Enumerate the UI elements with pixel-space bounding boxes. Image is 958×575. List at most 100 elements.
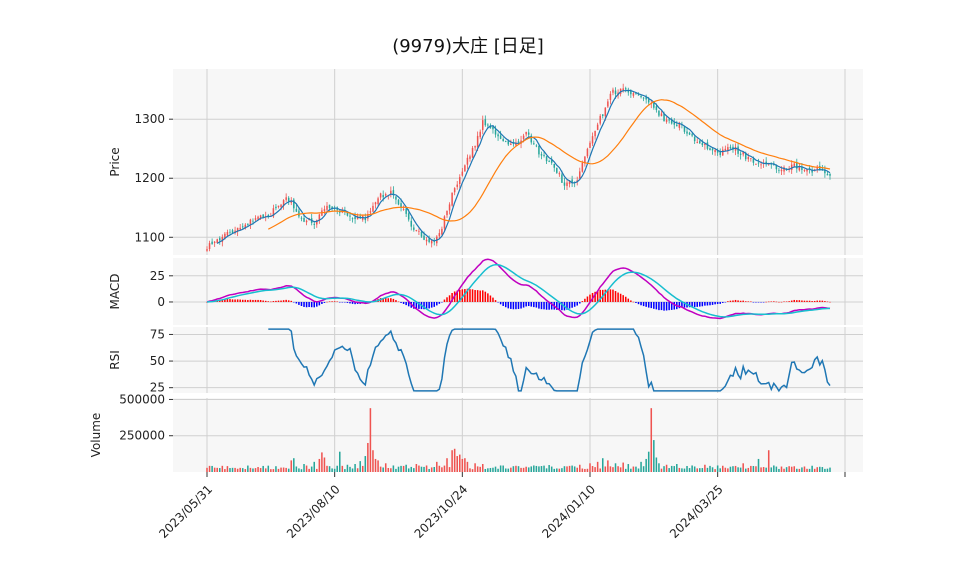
candle-body xyxy=(709,148,711,151)
volume-bar xyxy=(561,468,563,472)
volume-bar xyxy=(502,465,504,472)
volume-bar xyxy=(497,468,499,472)
candle-body xyxy=(221,236,224,242)
candle-body xyxy=(714,149,716,153)
macd-histogram-bar xyxy=(459,289,461,302)
candle-body xyxy=(767,163,770,165)
macd-histogram-bar xyxy=(785,301,788,302)
volume-bar xyxy=(300,469,303,472)
candle-body xyxy=(586,148,589,157)
macd-histogram-bar xyxy=(290,300,293,302)
candle-body xyxy=(826,174,829,176)
macd-histogram-bar xyxy=(765,301,767,303)
volume-bar xyxy=(686,465,688,472)
macd-histogram-bar xyxy=(566,301,568,310)
macd-histogram-bar xyxy=(282,300,285,302)
macd-histogram-bar xyxy=(326,301,328,303)
candle-body xyxy=(824,169,826,174)
candle-body xyxy=(701,142,704,146)
volume-bar xyxy=(382,467,384,472)
candle-body xyxy=(293,199,295,209)
macd-histogram-bar xyxy=(586,296,589,302)
volume-bar xyxy=(367,442,369,472)
macd-histogram-bar xyxy=(287,300,290,302)
volume-bar xyxy=(701,468,704,472)
candle-body xyxy=(584,156,586,164)
macd-histogram-bar xyxy=(811,301,813,302)
candle-body xyxy=(254,218,257,220)
volume-bar xyxy=(224,469,226,472)
volume-bar xyxy=(826,468,829,472)
macd-histogram-bar xyxy=(798,300,801,302)
candle-body xyxy=(418,230,420,232)
candle-body xyxy=(556,167,558,173)
volume-bar xyxy=(785,467,788,472)
candle-body xyxy=(793,163,796,166)
macd-histogram-bar xyxy=(249,299,252,302)
macd-histogram-bar xyxy=(637,301,640,305)
macd-histogram-bar xyxy=(778,301,780,303)
candle-body xyxy=(624,88,627,90)
candle-body xyxy=(390,190,392,194)
macd-histogram-bar xyxy=(382,298,384,302)
macd-histogram-bar xyxy=(351,301,354,304)
volume-bar xyxy=(456,456,458,472)
candle-body xyxy=(397,199,400,205)
rsi-ytick-label: 25 xyxy=(150,381,165,395)
volume-bar xyxy=(681,468,683,472)
macd-histogram-bar xyxy=(711,301,714,305)
volume-bar xyxy=(752,466,755,472)
candle-body xyxy=(790,164,793,170)
macd-histogram-bar xyxy=(573,301,576,307)
candle-body xyxy=(630,90,632,95)
volume-bar xyxy=(630,468,632,472)
volume-bar xyxy=(254,468,257,472)
candle-body xyxy=(282,200,285,206)
candle-body xyxy=(571,179,573,184)
candle-body xyxy=(275,206,277,209)
candle-body xyxy=(589,142,591,149)
candle-body xyxy=(226,232,229,236)
macd-histogram-bar xyxy=(716,301,719,305)
candle-body xyxy=(579,171,581,179)
volume-bar xyxy=(808,468,811,472)
volume-bar xyxy=(346,464,349,472)
macd-histogram-bar xyxy=(816,300,818,302)
candle-body xyxy=(530,135,533,143)
volume-bar xyxy=(665,464,668,472)
volume-bar xyxy=(635,466,637,472)
candle-body xyxy=(476,135,479,148)
volume-bar xyxy=(719,468,721,472)
candle-body xyxy=(609,93,612,100)
candle-body xyxy=(492,126,494,130)
volume-bar xyxy=(410,466,413,472)
volume-bar xyxy=(607,460,609,472)
candle-body xyxy=(372,205,374,212)
volume-bar xyxy=(272,469,275,472)
macd-histogram-bar xyxy=(783,301,785,302)
volume-bar xyxy=(216,467,218,472)
candle-body xyxy=(778,169,780,171)
volume-bar xyxy=(658,463,660,472)
macd-histogram-bar xyxy=(525,301,527,307)
macd-histogram-bar xyxy=(425,301,428,309)
volume-bar xyxy=(208,465,211,472)
macd-histogram-bar xyxy=(264,300,267,302)
macd-histogram-bar xyxy=(658,301,660,311)
candle-body xyxy=(647,99,650,103)
volume-bar xyxy=(780,466,783,472)
candle-body xyxy=(484,119,487,126)
volume-bar xyxy=(392,465,395,472)
candle-body xyxy=(683,126,686,132)
macd-histogram-bar xyxy=(773,301,775,302)
volume-bar xyxy=(270,469,272,472)
candle-body xyxy=(497,134,499,137)
macd-histogram-bar xyxy=(729,300,732,302)
volume-bar xyxy=(584,468,586,472)
candle-body xyxy=(438,233,441,237)
volume-bar xyxy=(471,469,474,472)
volume-bar xyxy=(612,467,614,472)
volume-bar xyxy=(783,468,785,472)
candle-body xyxy=(384,194,387,196)
volume-bar xyxy=(481,464,484,472)
